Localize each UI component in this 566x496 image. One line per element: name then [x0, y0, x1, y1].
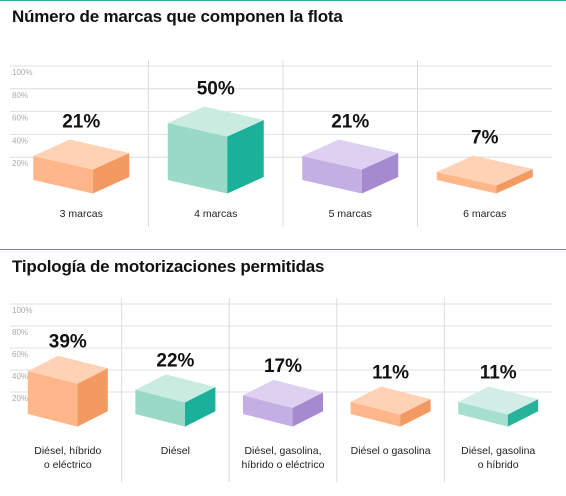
bar-front-face: [167, 123, 228, 194]
y-tick-label: 40%: [12, 372, 28, 381]
bar-front-face: [350, 401, 401, 427]
value-label: 21%: [331, 112, 369, 133]
bar-diesel-gasolina-o-hibrido: [458, 386, 539, 427]
y-tick-label: 40%: [12, 136, 28, 145]
bar-diesel: [135, 374, 216, 427]
bar-front-face: [27, 371, 78, 427]
bar-top-face: [350, 386, 431, 415]
value-label: 11%: [480, 363, 517, 384]
bar-side-face: [185, 387, 216, 427]
y-tick-label: 80%: [12, 91, 28, 100]
value-label: 50%: [197, 79, 235, 100]
bar-top-face: [302, 139, 399, 170]
bar-diesel-o-gasolina: [350, 386, 431, 427]
y-tick-label: 60%: [12, 350, 28, 359]
category-label: o eléctrico: [44, 459, 92, 471]
bar-6-marcas: [436, 155, 533, 194]
middle-rule: [0, 249, 566, 250]
chart-motorizaciones: 100% 80% 60% 40% 20% 39% Diésel, híbrido o eléc…: [10, 298, 552, 482]
category-label: Diésel, híbrido: [34, 445, 101, 457]
category-label: Diésel: [161, 445, 190, 457]
bar-top-face: [167, 106, 264, 137]
y-tick-label: 20%: [12, 394, 28, 403]
category-label: o híbrido: [478, 459, 519, 471]
bar-5-marcas: [302, 139, 399, 194]
category-label: 6 marcas: [463, 208, 506, 220]
bar-side-face: [77, 368, 108, 427]
bar-front-face: [302, 156, 362, 194]
bar-side-face: [361, 153, 399, 194]
bar-top-face: [27, 355, 108, 384]
y-tick-label: 80%: [12, 328, 28, 337]
bar-top-face: [135, 374, 216, 403]
value-label: 22%: [156, 350, 194, 371]
bar-diesel-hibrido-o-electrico: [27, 355, 108, 427]
bar-side-face: [400, 399, 431, 427]
category-label: 4 marcas: [194, 208, 237, 220]
bar-3-marcas: [33, 139, 130, 194]
top-rule: [0, 0, 566, 1]
y-tick-label: 20%: [12, 159, 28, 168]
bar-front-face: [33, 156, 93, 194]
bar-front-face: [458, 401, 508, 427]
bar-top-face: [458, 386, 539, 415]
chart-title-motorizaciones: Tipología de motorizaciones permitidas: [12, 257, 325, 276]
y-tick-label: 60%: [12, 114, 28, 123]
category-label: 5 marcas: [329, 208, 372, 220]
bar-front-face: [243, 395, 293, 427]
bar-side-face: [292, 392, 323, 427]
bar-side-face: [227, 120, 264, 194]
category-label: Diésel o gasolina: [351, 445, 431, 457]
bar-side-face: [507, 399, 539, 427]
bar-side-face: [92, 153, 130, 194]
chart-title-marcas: Número de marcas que componen la flota: [12, 7, 343, 26]
value-label: 17%: [264, 356, 302, 377]
chart-marcas: 100% 80% 60% 40% 20% 21% 3 marcas 50% 4 marcas 21…: [10, 60, 552, 227]
bar-4-marcas: [167, 106, 264, 194]
value-label: 11%: [372, 363, 409, 384]
bar-top-face: [243, 379, 323, 408]
bar-diesel-gasolina-hibrido-o-electrico: [243, 379, 323, 427]
value-label: 39%: [49, 332, 87, 353]
value-label: 21%: [62, 112, 100, 133]
y-tick-label: 100%: [12, 306, 32, 315]
bar-side-face: [496, 169, 533, 194]
category-label: Diésel, gasolina,: [244, 445, 321, 457]
category-label: Diésel, gasolina: [461, 445, 535, 457]
bar-top-face: [436, 155, 533, 186]
value-label: 7%: [471, 128, 499, 149]
category-label: híbrido o eléctrico: [242, 459, 325, 471]
bar-front-face: [436, 172, 497, 194]
bar-top-face: [33, 139, 130, 170]
bar-front-face: [135, 389, 185, 427]
y-tick-label: 100%: [12, 68, 32, 77]
category-label: 3 marcas: [60, 208, 103, 220]
